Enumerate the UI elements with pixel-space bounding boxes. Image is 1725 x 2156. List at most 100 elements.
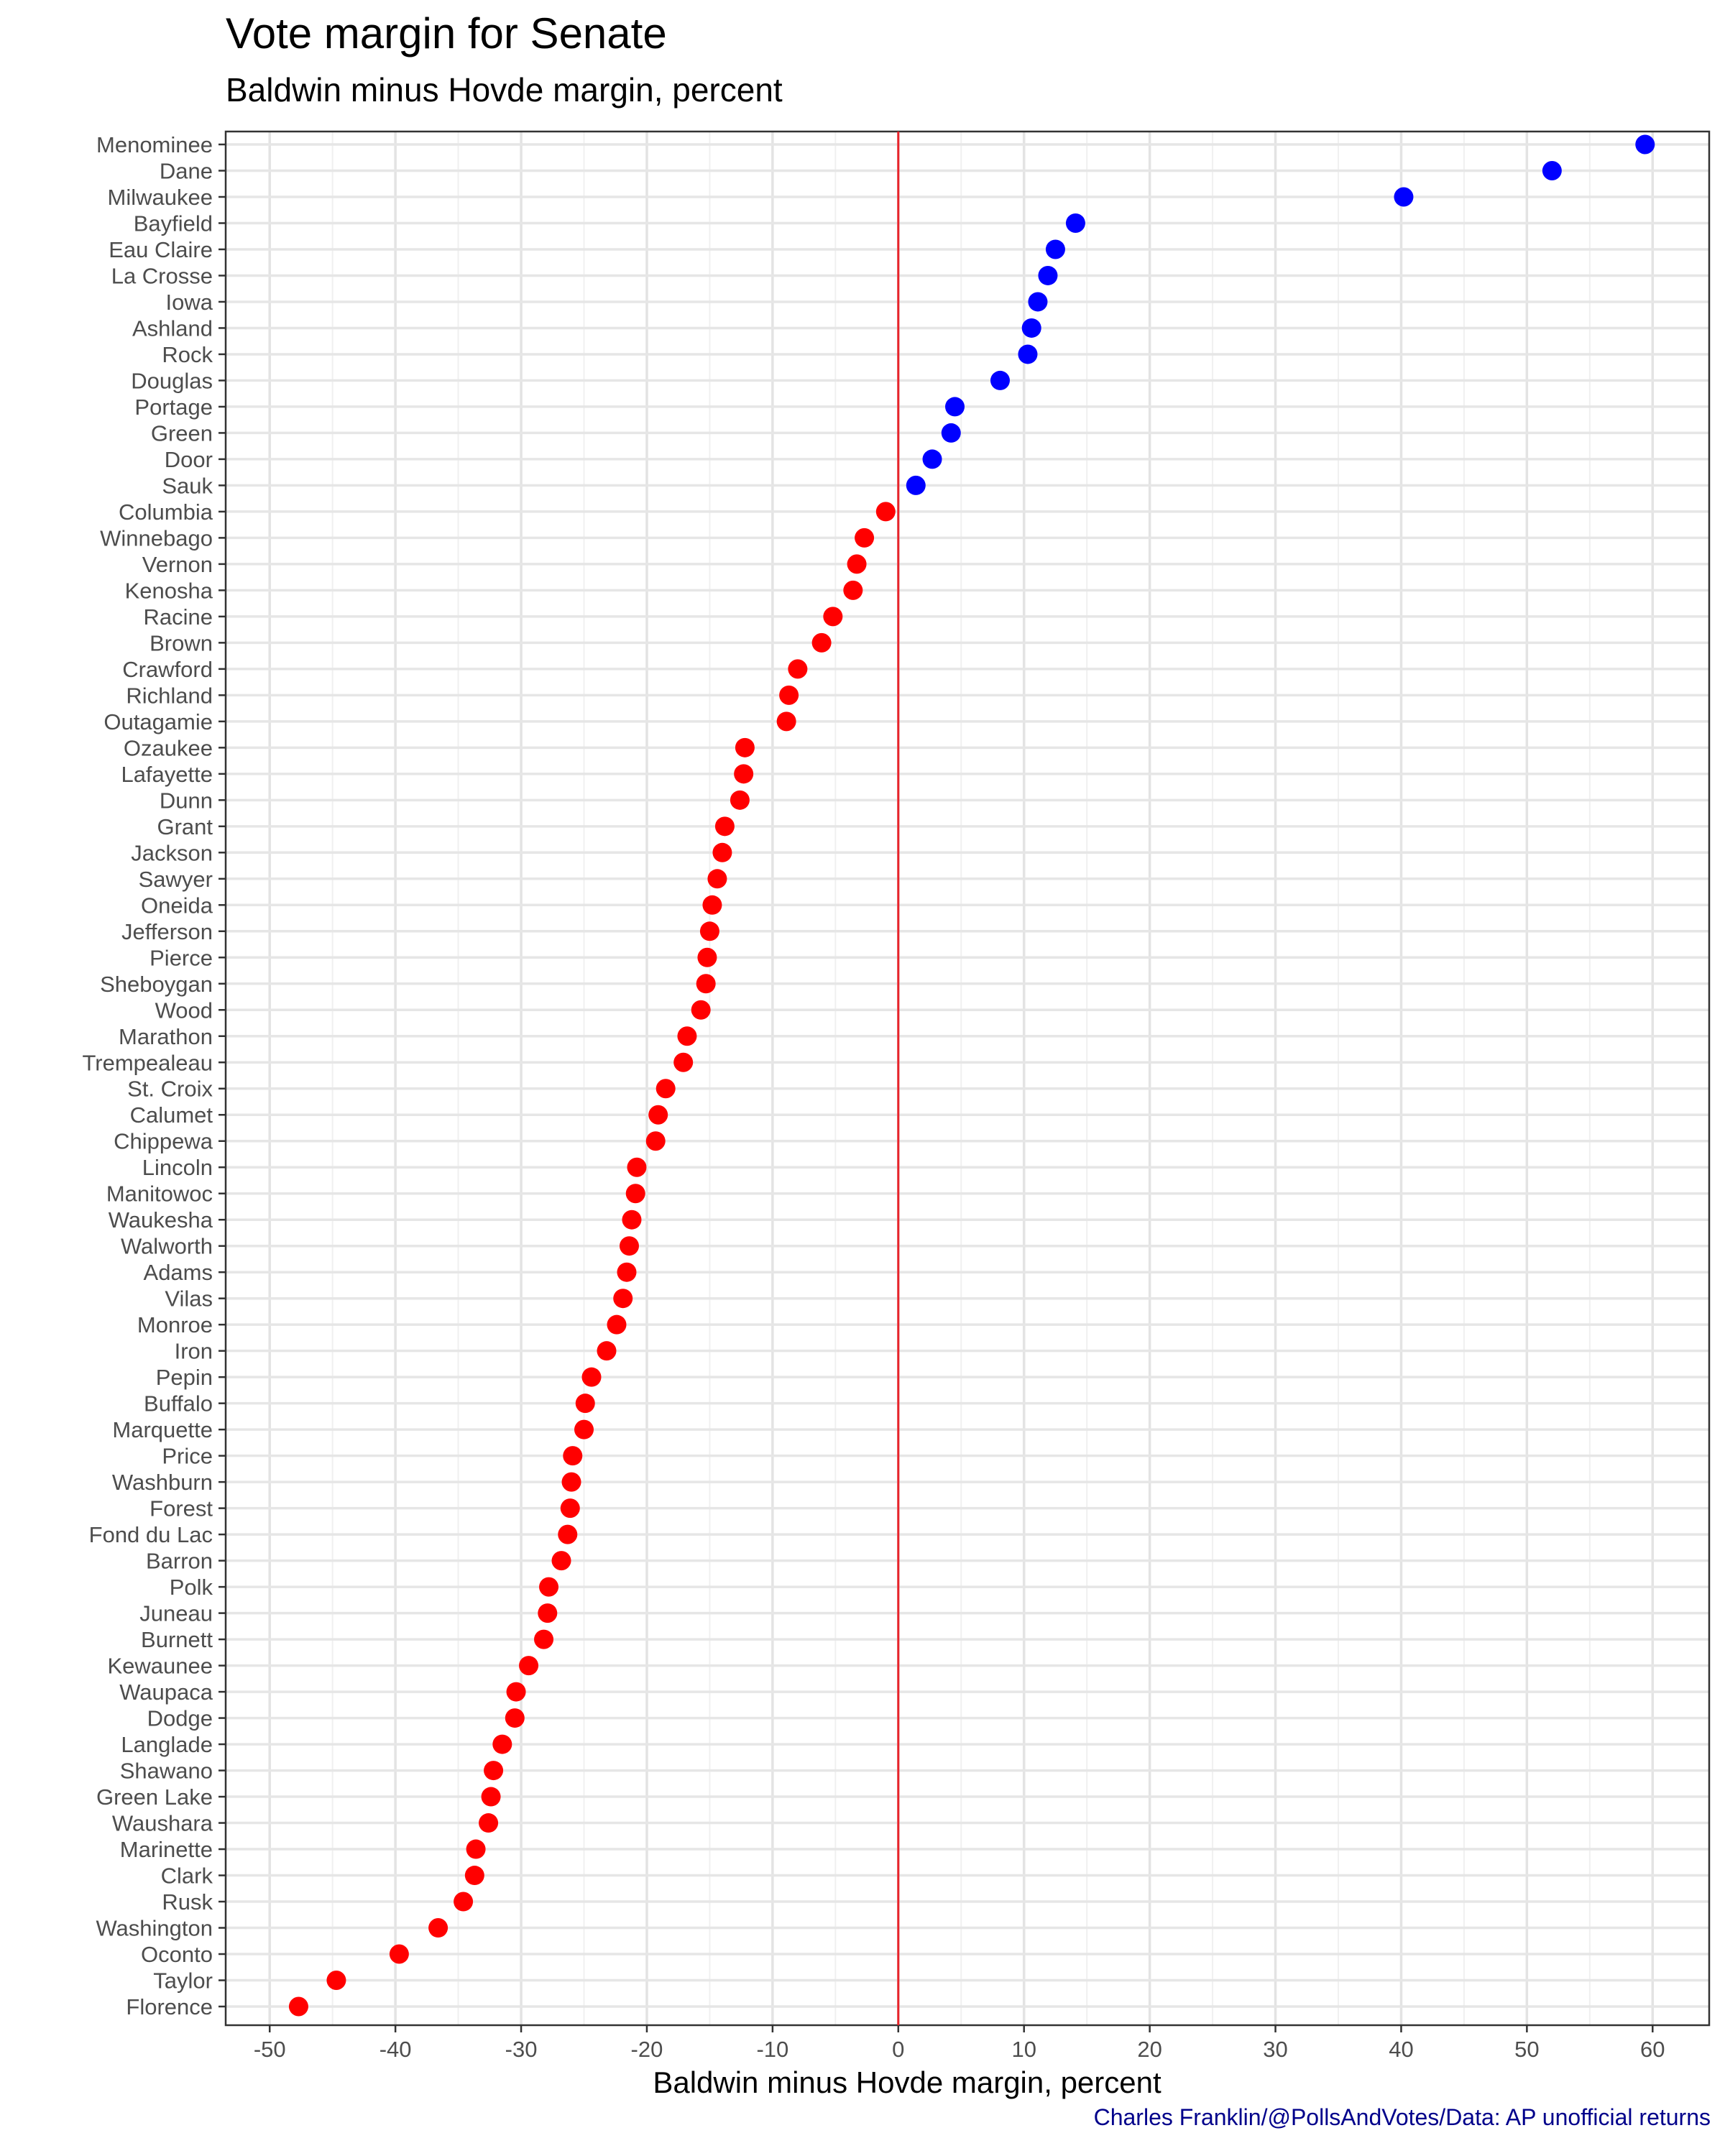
data-point (677, 1026, 697, 1046)
data-point (574, 1419, 594, 1439)
y-tick-label: Marinette (120, 1837, 213, 1862)
y-tick-label: Washington (96, 1916, 213, 1941)
data-point (702, 895, 722, 915)
y-tick-label: Forest (150, 1496, 213, 1521)
data-point (581, 1367, 602, 1387)
data-point (625, 1184, 645, 1204)
data-point (823, 607, 843, 627)
y-tick-label: Vernon (142, 552, 213, 577)
plot-panel-border (224, 130, 1711, 2027)
y-tick-label: Oneida (141, 893, 213, 918)
data-point (696, 974, 716, 994)
y-tick-label: Jackson (131, 840, 213, 865)
x-tick-label: -10 (756, 2037, 788, 2062)
data-point (479, 1813, 499, 1833)
data-point (1045, 239, 1065, 259)
x-tick-label: 10 (1011, 2037, 1036, 2062)
x-tick-label: 20 (1137, 2037, 1162, 2062)
data-point (648, 1105, 668, 1125)
y-tick-label: Jefferson (121, 919, 213, 944)
data-point (466, 1839, 486, 1859)
data-point (326, 1971, 346, 1991)
data-point (560, 1498, 580, 1519)
y-tick-label: Grant (157, 814, 213, 839)
y-tick-label: Portage (134, 395, 213, 420)
y-tick-label: Washburn (112, 1470, 213, 1495)
data-point (707, 869, 727, 889)
data-point (811, 632, 832, 653)
x-tick-label: -50 (254, 2037, 286, 2062)
y-tick-label: Sawyer (139, 867, 213, 892)
y-tick-label: Calumet (130, 1102, 213, 1128)
y-tick-label: Sheboygan (100, 972, 213, 997)
data-point (734, 764, 754, 784)
data-point (551, 1551, 571, 1571)
y-tick-label: Milwaukee (108, 185, 213, 210)
y-tick-label: Crawford (122, 657, 213, 682)
data-point (645, 1131, 666, 1151)
y-tick-label: Kewaunee (107, 1654, 213, 1679)
y-tick-label: Racine (144, 604, 213, 630)
data-point (691, 1000, 711, 1020)
y-tick-label: Pierce (150, 945, 213, 970)
y-tick-label: Bayfield (134, 211, 213, 236)
data-point (1038, 265, 1058, 285)
data-point (619, 1236, 639, 1256)
data-point (656, 1079, 676, 1099)
chart-subtitle: Baldwin minus Hovde margin, percent (226, 71, 783, 109)
x-tick-label: 0 (892, 2037, 904, 2062)
data-point (534, 1629, 554, 1649)
data-point (714, 816, 735, 837)
data-point (776, 711, 796, 732)
data-point (617, 1262, 637, 1282)
x-tick-label: 60 (1640, 2037, 1665, 2062)
y-tick-label: Clark (161, 1864, 213, 1889)
x-axis-title: Baldwin minus Hovde margin, percent (653, 2065, 1162, 2099)
x-tick-label: -30 (505, 2037, 538, 2062)
data-point (607, 1314, 627, 1335)
y-tick-label: Waushara (112, 1811, 213, 1836)
y-tick-label: Eau Claire (109, 237, 213, 262)
y-tick-label: St. Croix (127, 1077, 213, 1102)
y-tick-label: Pepin (156, 1365, 213, 1390)
data-points (288, 134, 1655, 2017)
x-tick-label: 50 (1514, 2037, 1539, 2062)
y-tick-label: Waukesha (109, 1207, 213, 1233)
y-tick-label: Chippewa (114, 1129, 213, 1154)
grid-lines (226, 132, 1709, 2025)
y-tick-label: Manitowoc (106, 1181, 213, 1207)
y-tick-label: Vilas (165, 1286, 213, 1312)
data-point (558, 1524, 578, 1544)
data-point (673, 1052, 694, 1072)
y-tick-label: Trempealeau (82, 1050, 213, 1075)
y-tick-label: Langlade (121, 1732, 213, 1757)
data-point (712, 842, 732, 862)
data-point (697, 947, 717, 967)
data-point (847, 554, 867, 574)
y-tick-label: Columbia (119, 499, 213, 525)
data-point (941, 423, 961, 443)
data-point (788, 659, 808, 679)
y-tick-label: La Crosse (111, 263, 213, 288)
data-point (506, 1682, 526, 1702)
data-point (428, 1918, 448, 1938)
y-tick-label: Adams (144, 1260, 213, 1285)
x-tick-label: 40 (1389, 2037, 1413, 2062)
y-tick-label: Rock (162, 342, 213, 367)
data-point (597, 1341, 617, 1361)
data-point (627, 1157, 647, 1177)
data-point (1065, 213, 1085, 233)
y-tick-label: Dunn (160, 788, 213, 813)
data-point (575, 1393, 595, 1414)
y-tick-label: Dane (160, 158, 213, 183)
y-tick-label: Burnett (141, 1627, 213, 1652)
y-tick-label: Ashland (132, 315, 213, 341)
y-tick-label: Brown (150, 630, 213, 655)
data-point (389, 1944, 409, 1964)
y-tick-label: Douglas (131, 368, 213, 393)
y-tick-label: Iowa (166, 290, 213, 315)
y-tick-label: Green (151, 420, 213, 446)
chart-title: Vote margin for Senate (226, 9, 667, 57)
